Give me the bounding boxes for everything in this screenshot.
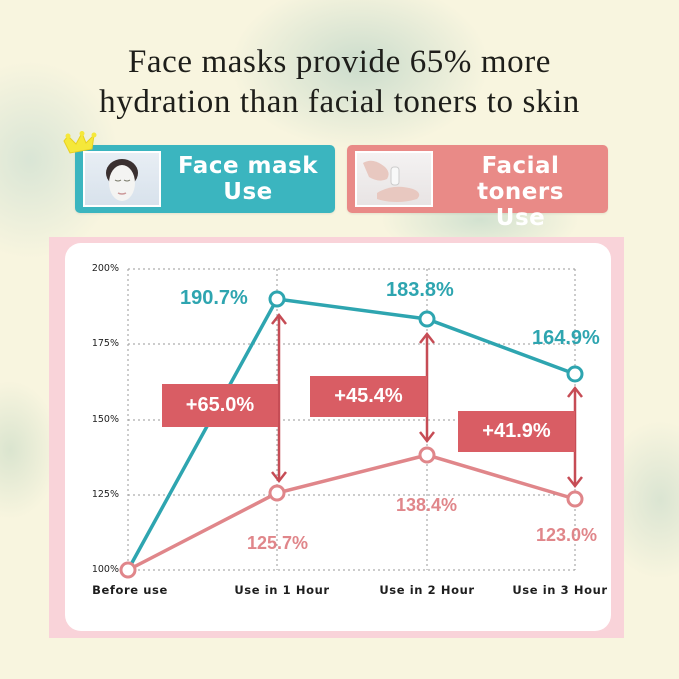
toner-hands-photo [355,151,433,207]
difference-box-3h: +41.9% [458,411,575,452]
difference-arrows [271,312,583,489]
face-mask-markers [268,290,584,383]
face-mask-value-2h: 183.8% [386,279,454,301]
legend-facial-toners: Facial toners Use [347,145,608,231]
legend-face-mask: Face mask Use [75,145,335,213]
toner-value-2h: 138.4% [396,495,458,515]
y-tick-150: 150% [91,414,119,425]
face-mask-photo [83,151,161,207]
facial-toners-line [127,453,576,572]
x-tick-before-use: Before use [92,583,168,597]
x-tick-2-hour: Use in 2 Hour [379,583,475,597]
y-tick-175: 175% [91,338,119,349]
y-tick-125: 125% [91,489,119,500]
x-tick-1-hour: Use in 1 Hour [234,583,330,597]
crown-icon [63,131,97,154]
face-mask-value-1h: 190.7% [180,287,248,309]
title-line-1: Face masks provide 65% more [127,44,552,80]
difference-box-2h: +45.4% [310,376,427,417]
y-tick-200: 200% [91,263,119,274]
facial-toners-markers [119,446,584,579]
toner-value-3h: 123.0% [536,525,598,545]
toner-value-1h: 125.7% [247,533,309,553]
face-mask-line [126,297,576,571]
x-tick-3-hour: Use in 3 Hour [512,583,608,597]
facial-toners-label: Facial toners Use [477,153,564,231]
title-line-2: hydration than facial toners to skin [99,84,580,120]
difference-box-1h: +65.0% [162,384,278,427]
face-mask-value-3h: 164.9% [532,327,600,349]
face-mask-label: Face mask Use [177,153,319,205]
y-tick-100: 100% [91,564,119,575]
page-title: Face masks provide 65% more hydration th… [0,42,679,122]
